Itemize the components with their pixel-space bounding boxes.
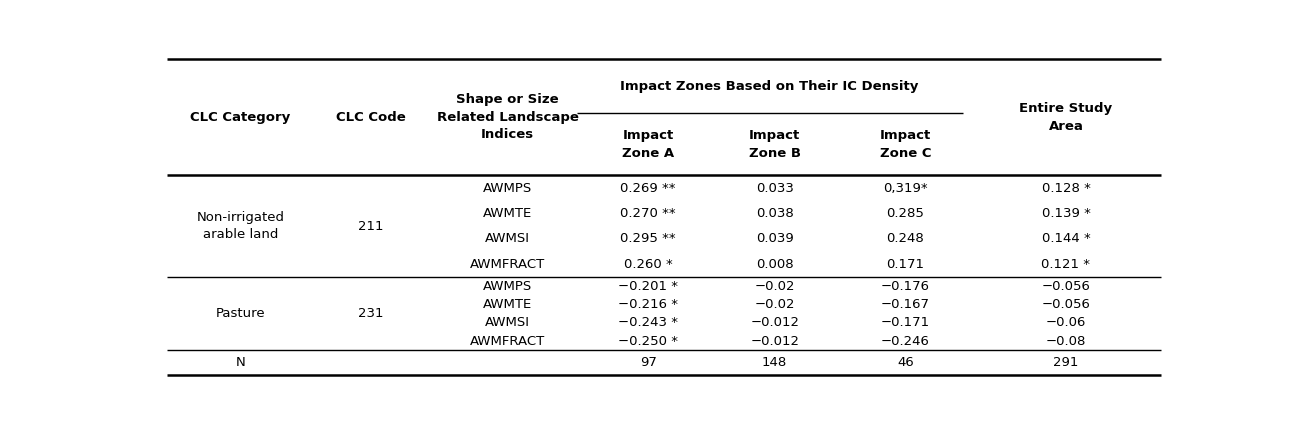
Text: 0.269 **: 0.269 ** xyxy=(621,181,677,195)
Text: 0,319*: 0,319* xyxy=(883,181,928,195)
Text: 0.128 *: 0.128 * xyxy=(1042,181,1090,195)
Text: −0.250 *: −0.250 * xyxy=(618,335,678,348)
Text: −0.08: −0.08 xyxy=(1046,335,1086,348)
Text: Pasture: Pasture xyxy=(215,307,266,320)
Text: Impact
Zone B: Impact Zone B xyxy=(749,129,801,159)
Text: 0.171: 0.171 xyxy=(886,258,924,271)
Text: −0.012: −0.012 xyxy=(750,335,800,348)
Text: N: N xyxy=(236,356,245,369)
Text: AWMSI: AWMSI xyxy=(485,316,530,329)
Text: Impact
Zone C: Impact Zone C xyxy=(880,129,931,159)
Text: −0.167: −0.167 xyxy=(881,298,929,311)
Text: 231: 231 xyxy=(358,307,384,320)
Text: −0.02: −0.02 xyxy=(754,280,794,292)
Text: −0.056: −0.056 xyxy=(1042,280,1090,292)
Text: 46: 46 xyxy=(897,356,914,369)
Text: 0.038: 0.038 xyxy=(756,207,793,220)
Text: −0.06: −0.06 xyxy=(1046,316,1086,329)
Text: AWMTE: AWMTE xyxy=(483,207,533,220)
Text: 211: 211 xyxy=(358,220,384,232)
Text: Shape or Size
Related Landscape
Indices: Shape or Size Related Landscape Indices xyxy=(437,93,578,141)
Text: −0.216 *: −0.216 * xyxy=(618,298,678,311)
Text: AWMPS: AWMPS xyxy=(483,280,533,292)
Text: AWMSI: AWMSI xyxy=(485,232,530,245)
Text: 97: 97 xyxy=(640,356,657,369)
Text: AWMFRACT: AWMFRACT xyxy=(470,258,546,271)
Text: Non-irrigated
arable land: Non-irrigated arable land xyxy=(196,211,284,241)
Text: −0.243 *: −0.243 * xyxy=(618,316,678,329)
Text: Impact
Zone A: Impact Zone A xyxy=(622,129,674,159)
Text: −0.02: −0.02 xyxy=(754,298,794,311)
Text: AWMTE: AWMTE xyxy=(483,298,533,311)
Text: −0.201 *: −0.201 * xyxy=(618,280,678,292)
Text: 0.260 *: 0.260 * xyxy=(623,258,673,271)
Text: 0.144 *: 0.144 * xyxy=(1042,232,1090,245)
Text: CLC Code: CLC Code xyxy=(336,111,406,124)
Text: 291: 291 xyxy=(1054,356,1078,369)
Text: 0.008: 0.008 xyxy=(756,258,793,271)
Text: Impact Zones Based on Their IC Density: Impact Zones Based on Their IC Density xyxy=(621,79,919,93)
Text: 0.295 **: 0.295 ** xyxy=(621,232,677,245)
Text: 0.139 *: 0.139 * xyxy=(1042,207,1090,220)
Text: −0.012: −0.012 xyxy=(750,316,800,329)
Text: Entire Study
Area: Entire Study Area xyxy=(1020,102,1112,133)
Text: −0.246: −0.246 xyxy=(881,335,929,348)
Text: −0.056: −0.056 xyxy=(1042,298,1090,311)
Text: 148: 148 xyxy=(762,356,787,369)
Text: 0.039: 0.039 xyxy=(756,232,793,245)
Text: 0.033: 0.033 xyxy=(756,181,793,195)
Text: AWMFRACT: AWMFRACT xyxy=(470,335,546,348)
Text: 0.248: 0.248 xyxy=(886,232,924,245)
Text: 0.121 *: 0.121 * xyxy=(1042,258,1090,271)
Text: −0.171: −0.171 xyxy=(881,316,929,329)
Text: 0.270 **: 0.270 ** xyxy=(621,207,677,220)
Text: −0.176: −0.176 xyxy=(881,280,929,292)
Text: CLC Category: CLC Category xyxy=(191,111,290,124)
Text: AWMPS: AWMPS xyxy=(483,181,533,195)
Text: 0.285: 0.285 xyxy=(886,207,924,220)
